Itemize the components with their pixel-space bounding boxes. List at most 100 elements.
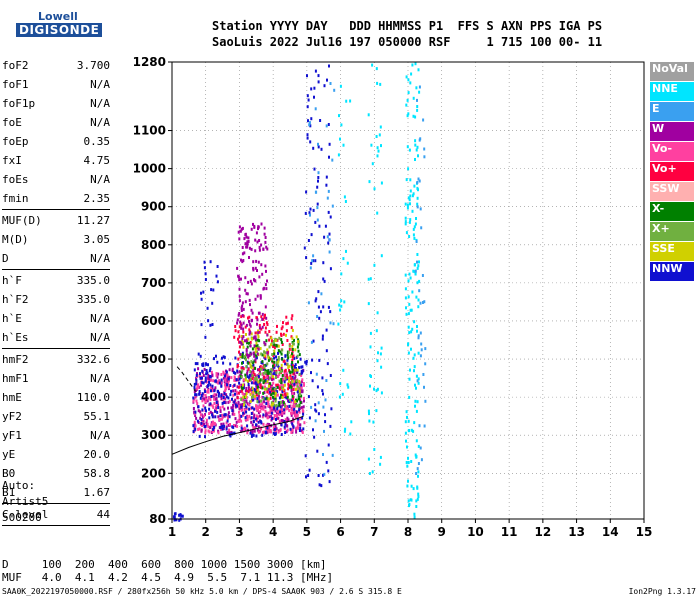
echo-point	[288, 409, 291, 413]
echo-point	[178, 518, 181, 522]
echo-point	[257, 394, 260, 398]
echo-point	[249, 363, 252, 367]
param-value: 1.67	[83, 486, 111, 499]
direction-legend: NoVal NNE E W Vo- Vo+ SSW X- X+ SSE NNW	[650, 62, 694, 282]
echo-point	[200, 394, 203, 397]
echo-point	[195, 416, 198, 420]
muf-row: MUF 4.0 4.1 4.2 4.5 4.9 5.5 7.1 11.3 [MH…	[2, 571, 334, 584]
echo-point	[305, 190, 308, 194]
echo-point	[214, 379, 217, 383]
echo-point	[320, 484, 323, 488]
echo-point	[258, 311, 261, 315]
echo-point	[280, 386, 283, 390]
echo-point	[281, 408, 284, 412]
echo-point	[240, 414, 243, 418]
echo-point	[281, 357, 284, 361]
echo-point	[415, 386, 417, 390]
echo-point	[277, 412, 280, 416]
echo-point	[408, 235, 411, 238]
echo-point	[273, 406, 275, 410]
echo-point	[261, 360, 264, 364]
echo-point	[264, 381, 267, 385]
echo-point	[417, 177, 420, 181]
echo-point	[274, 397, 277, 401]
echo-point	[376, 311, 379, 315]
echo-point	[319, 310, 322, 314]
echo-point	[194, 412, 197, 416]
echo-point	[255, 354, 258, 358]
echo-point	[292, 408, 294, 412]
echo-point	[257, 260, 260, 264]
param-row: foEp 0.35	[2, 132, 110, 151]
echo-point	[241, 353, 244, 357]
echo-point	[252, 433, 255, 437]
echo-point	[307, 98, 310, 102]
info-line-2: Artist5	[2, 495, 49, 508]
echo-point	[237, 385, 240, 389]
echo-point	[264, 387, 267, 391]
echo-point	[265, 269, 267, 273]
echo-point	[259, 383, 262, 387]
echo-point	[245, 339, 248, 343]
echo-point	[244, 233, 247, 237]
echo-point	[259, 414, 261, 418]
echo-point	[194, 424, 197, 428]
echo-point	[284, 362, 287, 366]
echo-point	[236, 392, 239, 396]
echo-point	[230, 406, 233, 410]
echo-point	[195, 373, 198, 377]
echo-point	[249, 340, 252, 344]
echo-point	[371, 470, 374, 474]
echo-point	[416, 202, 419, 206]
echo-point	[286, 428, 289, 432]
echo-point	[302, 409, 305, 413]
echo-point	[376, 359, 379, 363]
echo-point	[280, 352, 283, 356]
echo-point	[416, 253, 419, 256]
echo-point	[346, 261, 349, 265]
echo-point	[262, 371, 265, 375]
echo-point	[173, 518, 176, 522]
echo-point	[251, 347, 254, 351]
echo-point	[256, 383, 259, 387]
echo-point	[416, 145, 419, 149]
echo-point	[405, 75, 408, 79]
echo-point	[240, 326, 243, 330]
echo-point	[235, 420, 238, 424]
echo-point	[259, 403, 262, 407]
echo-point	[245, 333, 247, 336]
echo-point	[297, 426, 300, 430]
echo-point	[408, 272, 411, 276]
echo-point	[275, 371, 278, 375]
echo-point	[330, 407, 333, 411]
echo-point	[264, 430, 267, 434]
echo-point	[274, 339, 277, 343]
echo-point	[253, 429, 256, 433]
echo-point	[230, 376, 233, 380]
echo-point	[410, 330, 413, 334]
x-tick-label: 4	[269, 525, 277, 539]
echo-point	[266, 333, 269, 337]
echo-point	[295, 367, 297, 370]
echo-point	[254, 331, 257, 335]
echo-point	[258, 390, 261, 394]
echo-point	[266, 428, 269, 432]
echo-point	[211, 430, 214, 433]
echo-point	[325, 460, 328, 464]
echo-point	[281, 414, 284, 417]
echo-point	[413, 512, 416, 516]
echo-point	[329, 321, 332, 325]
echo-point	[405, 312, 408, 316]
echo-point	[287, 356, 290, 360]
echo-point	[323, 472, 326, 476]
echo-point	[322, 453, 324, 456]
echo-point	[310, 117, 313, 121]
echo-point	[261, 386, 264, 390]
echo-point	[227, 416, 229, 420]
echo-point	[420, 458, 423, 462]
echo-point	[201, 376, 203, 380]
echo-point	[412, 487, 415, 491]
echo-point	[257, 430, 260, 434]
echo-point	[241, 369, 244, 373]
echo-point	[304, 360, 307, 364]
